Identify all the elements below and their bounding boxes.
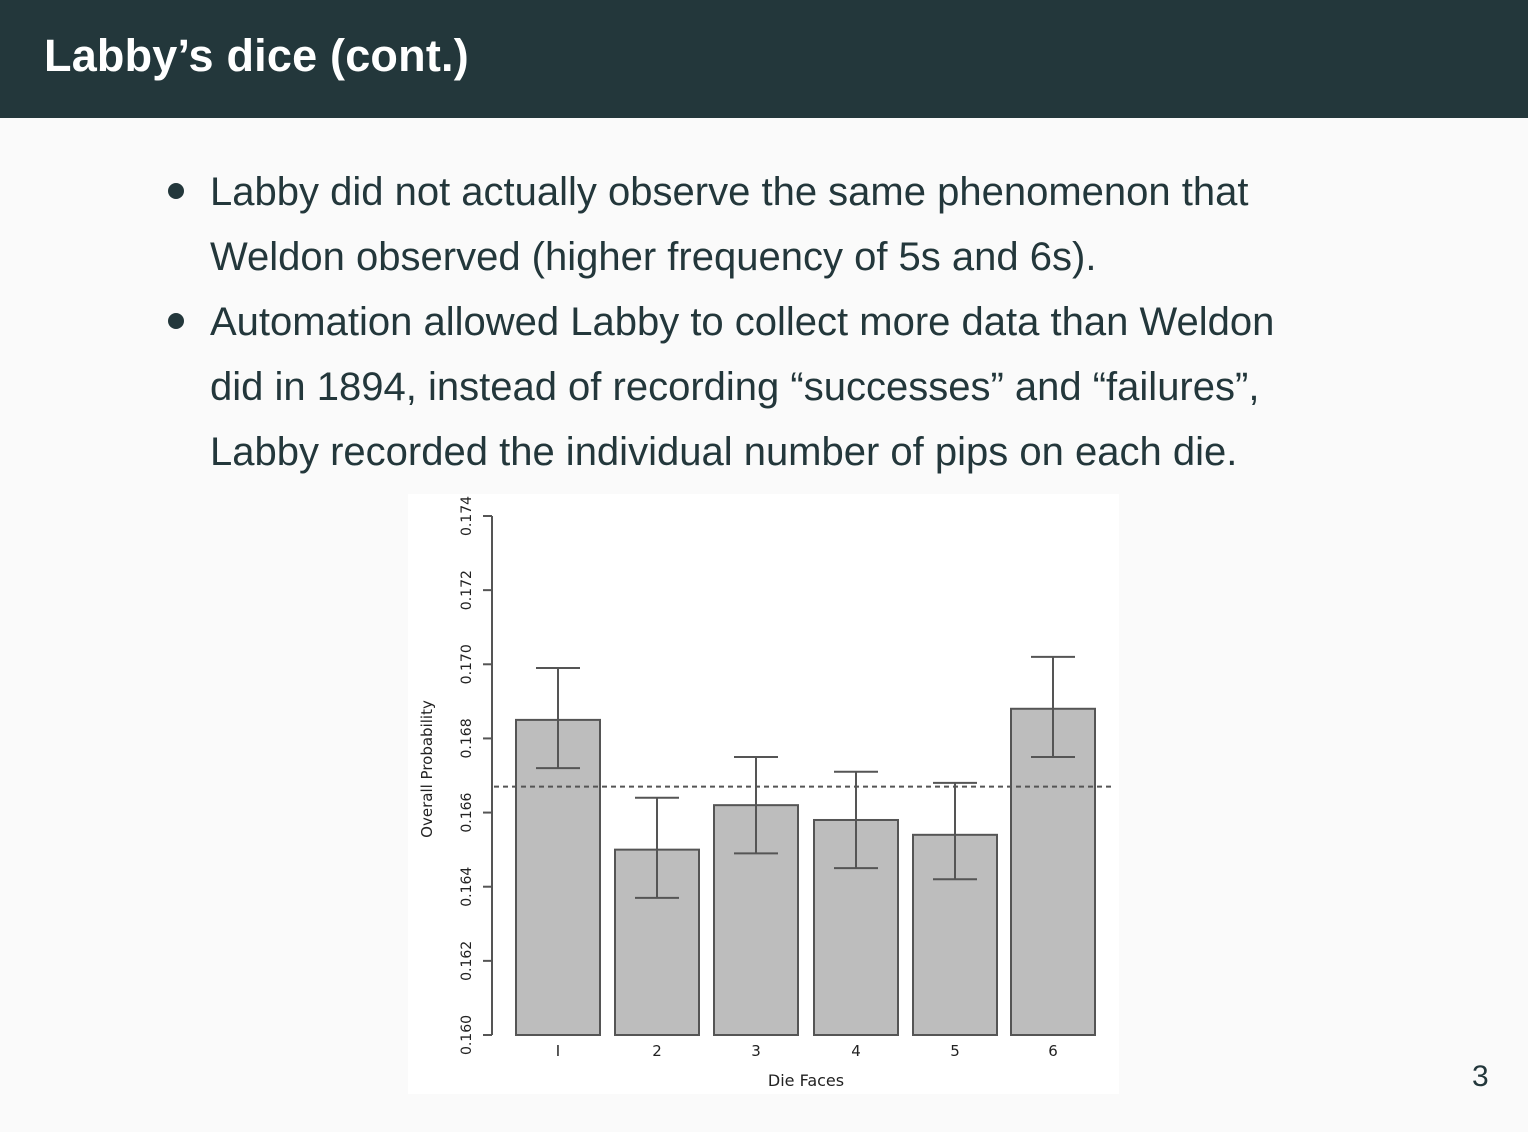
bullet-icon bbox=[168, 183, 184, 199]
page-number: 3 bbox=[1472, 1060, 1489, 1093]
slide-header: Labby’s dice (cont.) bbox=[0, 0, 1528, 118]
y-tick-label: 0.164 bbox=[459, 867, 475, 907]
bullet-item: Automation allowed Labby to collect more… bbox=[160, 290, 1410, 485]
slide-title: Labby’s dice (cont.) bbox=[44, 30, 469, 81]
x-tick-label: 3 bbox=[751, 1042, 761, 1060]
bar bbox=[1010, 707, 1096, 1036]
bar-chart: 0.160 0.162 0.164 0.166 0.168 0.170 0.172 0.174… bbox=[418, 496, 1114, 1090]
y-tick-label: 0.166 bbox=[459, 792, 475, 832]
chart-figure: 0.160 0.162 0.164 0.166 0.168 0.170 0.172 0.174… bbox=[408, 494, 1119, 1094]
x-tick-label: 5 bbox=[950, 1042, 960, 1060]
bullet-line: did in 1894, instead of recording “succe… bbox=[210, 365, 1260, 409]
y-axis-title: Overall Probability bbox=[418, 700, 436, 838]
y-tick-label: 0.160 bbox=[459, 1015, 475, 1055]
x-tick-label: 2 bbox=[652, 1042, 662, 1060]
y-tick-label: 0.168 bbox=[459, 718, 475, 758]
y-tick-label: 0.162 bbox=[459, 941, 475, 981]
error-bars bbox=[536, 655, 1075, 899]
bullet-line: Labby recorded the individual number of … bbox=[210, 430, 1238, 474]
bullet-list: Labby did not actually observe the same … bbox=[160, 160, 1410, 485]
x-axis-title: Die Faces bbox=[768, 1071, 844, 1090]
y-tick-label: 0.172 bbox=[459, 570, 475, 610]
y-tick-label: 0.170 bbox=[459, 644, 475, 684]
bullet-line: Labby did not actually observe the same … bbox=[210, 170, 1249, 214]
bullet-line: Automation allowed Labby to collect more… bbox=[210, 300, 1275, 344]
bars bbox=[515, 707, 1096, 1037]
x-axis-labels: I 2 3 4 5 6 bbox=[556, 1042, 1058, 1060]
bar bbox=[515, 718, 601, 1036]
bullet-icon bbox=[168, 313, 184, 329]
bullet-line: Weldon observed (higher frequency of 5s … bbox=[210, 235, 1097, 279]
x-tick-label: 6 bbox=[1048, 1042, 1058, 1060]
bullet-item: Labby did not actually observe the same … bbox=[160, 160, 1410, 290]
y-tick-label: 0.174 bbox=[459, 496, 475, 536]
x-tick-label: I bbox=[556, 1042, 560, 1060]
y-axis: 0.160 0.162 0.164 0.166 0.168 0.170 0.172 0.174 bbox=[459, 496, 493, 1055]
x-tick-label: 4 bbox=[851, 1042, 861, 1060]
